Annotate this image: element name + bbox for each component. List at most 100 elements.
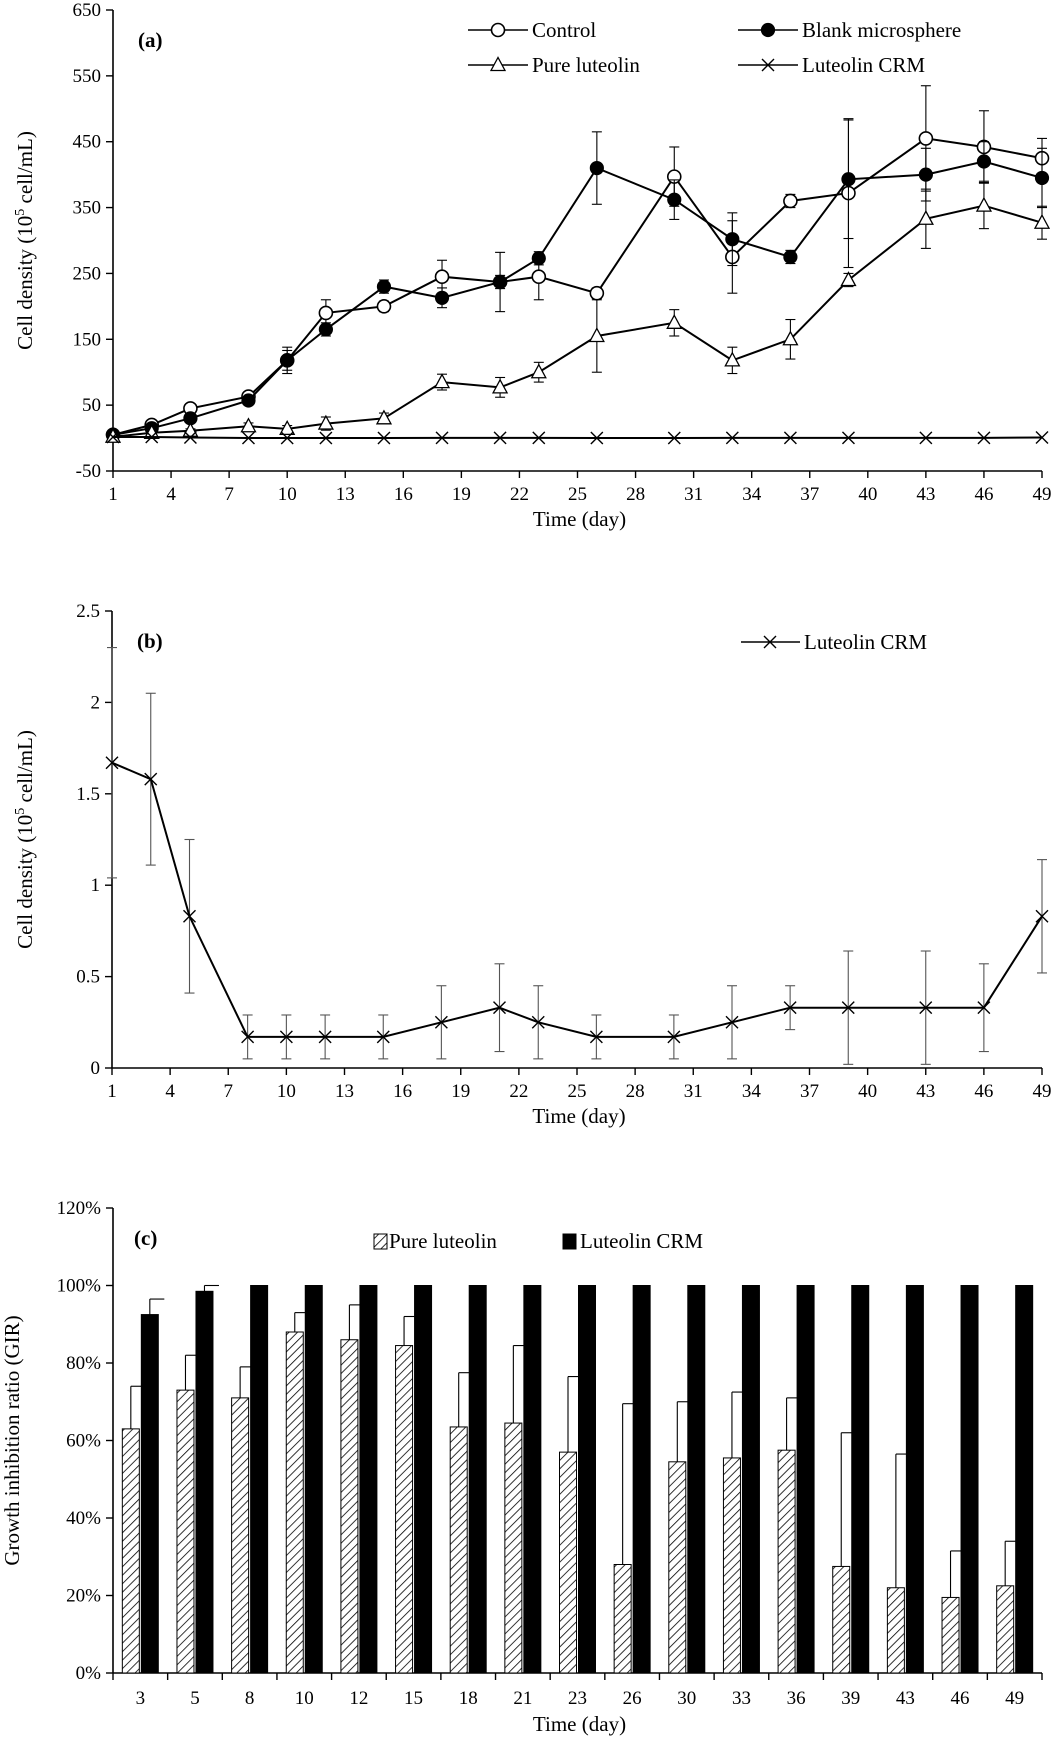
data-point	[590, 431, 604, 445]
y-axis-label: Cell density (105 cell/mL)	[13, 131, 37, 350]
data-point	[918, 131, 934, 146]
data-point	[144, 772, 158, 786]
x-tick-label: 43	[916, 1081, 935, 1102]
series-luteolin-crm	[106, 430, 1049, 445]
data-point	[725, 232, 740, 247]
x-tick-label: 4	[165, 1081, 175, 1102]
data-point	[376, 1030, 390, 1044]
y-tick-label: -50	[76, 461, 101, 482]
legend-label: Pure luteolin	[389, 1229, 497, 1253]
y-axis-label-part: cell/mL)	[13, 131, 37, 209]
x-tick-label: 40	[858, 484, 877, 505]
x-tick-label: 30	[677, 1688, 696, 1709]
data-point	[492, 274, 508, 290]
x-tick-label: 46	[974, 484, 993, 505]
x-tick-label: 4	[166, 484, 176, 505]
y-tick-label: 120%	[57, 1198, 102, 1219]
bar-pure-luteolin	[613, 1564, 632, 1674]
bar-luteolin-crm	[523, 1285, 542, 1674]
x-tick-label: 34	[742, 484, 762, 505]
data-point	[145, 430, 159, 444]
y-axis-label-part: Cell density (10	[13, 815, 37, 949]
data-point	[841, 431, 855, 445]
legend-marker	[763, 635, 777, 649]
bar-luteolin-crm	[304, 1285, 323, 1674]
legend-label: Control	[532, 18, 596, 42]
x-axis-label: Time (day)	[532, 1104, 625, 1128]
x-tick-label: 7	[224, 1081, 234, 1102]
x-tick-label: 31	[684, 1081, 703, 1102]
data-point	[376, 299, 392, 314]
y-tick-label: 550	[73, 66, 102, 87]
data-point	[531, 251, 546, 266]
x-tick-label: 39	[841, 1688, 860, 1709]
x-tick-label: 1	[108, 484, 118, 505]
data-point	[783, 431, 797, 445]
bar-luteolin-crm	[140, 1314, 159, 1674]
x-tick-label: 46	[974, 1081, 993, 1102]
bar-pure-luteolin	[285, 1331, 304, 1674]
legend-item: Pure luteolin	[468, 53, 640, 77]
bar-pure-luteolin	[340, 1339, 359, 1674]
x-tick-label: 23	[568, 1688, 587, 1709]
data-point	[318, 305, 334, 321]
data-point	[1033, 213, 1051, 229]
y-tick-label: 0.5	[76, 967, 100, 988]
data-point	[279, 419, 296, 436]
data-point	[434, 269, 450, 285]
data-point	[783, 249, 798, 265]
x-axis-label: Time (day)	[533, 1712, 626, 1736]
data-point	[667, 431, 681, 445]
series-line	[112, 204, 1043, 438]
data-point	[319, 431, 333, 445]
bar-luteolin-crm	[359, 1285, 378, 1674]
series-line	[113, 436, 1043, 439]
y-axis-label-part: cell/mL)	[13, 730, 37, 808]
x-tick-label: 19	[452, 484, 471, 505]
data-point	[106, 430, 120, 444]
x-tick-label: 49	[1033, 484, 1052, 505]
data-point	[840, 271, 857, 287]
bar-pure-luteolin	[559, 1451, 577, 1674]
bar-pure-luteolin	[832, 1565, 851, 1674]
bar-pure-luteolin	[668, 1461, 687, 1674]
bar-pure-luteolin	[777, 1449, 796, 1674]
legend-item: Luteolin CRM	[741, 630, 927, 654]
legend-item: Blank microsphere	[738, 18, 961, 42]
data-point	[782, 330, 799, 346]
data-point	[530, 363, 547, 379]
x-tick-label: 21	[513, 1688, 532, 1709]
data-point	[1034, 170, 1050, 186]
data-point	[783, 1001, 797, 1015]
data-point	[317, 414, 334, 430]
y-tick-label: 2	[91, 692, 101, 713]
data-point	[240, 417, 257, 433]
data-point	[435, 431, 449, 445]
data-point	[318, 322, 333, 337]
bar-pure-luteolin	[886, 1587, 905, 1674]
data-point	[318, 1030, 332, 1044]
data-point	[143, 423, 160, 439]
y-axis-label-superscript: 5	[13, 808, 28, 815]
series-luteolin-crm	[105, 647, 1049, 1065]
x-tick-label: 7	[224, 484, 234, 505]
x-tick-label: 10	[278, 484, 297, 505]
x-tick-label: 10	[295, 1688, 314, 1709]
x-tick-label: 15	[404, 1688, 423, 1709]
x-tick-label: 26	[623, 1688, 642, 1709]
x-tick-label: 25	[568, 1081, 587, 1102]
data-point	[241, 1030, 255, 1044]
data-point	[919, 431, 933, 445]
data-point	[919, 1001, 933, 1015]
bar-luteolin-crm	[905, 1285, 924, 1674]
y-tick-label: 250	[73, 263, 102, 284]
series-pure-luteolin	[104, 181, 1051, 443]
data-point	[531, 1015, 545, 1029]
data-point	[589, 285, 605, 301]
bar-pure-luteolin	[722, 1457, 741, 1674]
data-point	[280, 431, 294, 445]
data-point	[588, 327, 605, 343]
legend-marker	[489, 56, 507, 72]
legend-marker	[761, 58, 775, 72]
